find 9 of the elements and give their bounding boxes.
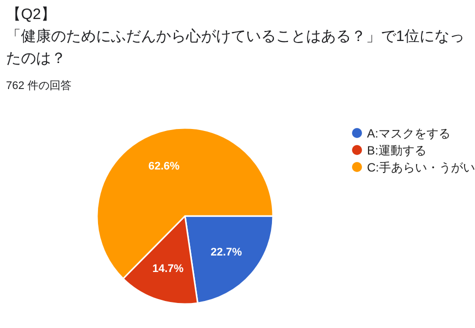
legend-label: A:マスクをする bbox=[367, 126, 450, 140]
chart-title: 【Q2】 bbox=[6, 5, 58, 25]
data-label: 22.7% bbox=[210, 246, 242, 259]
chart-subtitle: 「健康のためにふだんから心がけていることはある？」で1位になったのは？ bbox=[6, 27, 466, 69]
data-label: 14.7% bbox=[152, 262, 184, 275]
legend-label: B:運動する bbox=[367, 144, 426, 158]
data-label: 62.6% bbox=[148, 160, 180, 173]
text: 762 件の回答 bbox=[6, 79, 72, 93]
legend-label: C:手あらい・うがい bbox=[367, 160, 475, 174]
